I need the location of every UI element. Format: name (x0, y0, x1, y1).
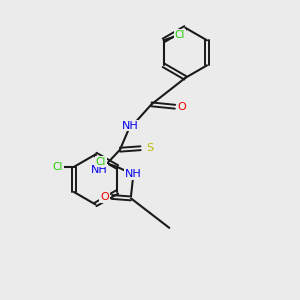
Text: NH: NH (125, 169, 142, 179)
Text: Cl: Cl (96, 157, 106, 166)
Text: Cl: Cl (175, 30, 185, 40)
Text: NH: NH (122, 121, 139, 130)
Text: O: O (177, 102, 186, 112)
Text: Cl: Cl (52, 162, 63, 172)
Text: NH: NH (90, 165, 107, 175)
Text: O: O (100, 192, 109, 202)
Text: S: S (146, 143, 153, 153)
